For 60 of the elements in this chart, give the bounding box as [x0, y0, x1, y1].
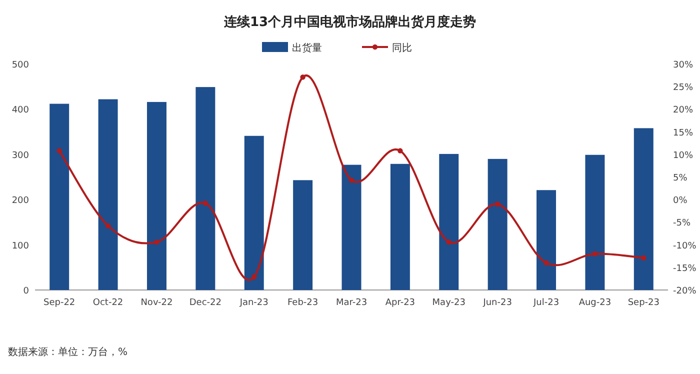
point — [252, 274, 257, 280]
bar — [634, 128, 654, 290]
y2-tick-label: 0% — [673, 196, 688, 206]
y2-tick-label: 15% — [673, 128, 694, 138]
point — [154, 239, 160, 245]
bar — [342, 164, 362, 290]
point — [592, 251, 598, 256]
legend-label: 出货量 — [292, 42, 322, 54]
y2-tick-label: 30% — [673, 60, 694, 70]
bar — [293, 180, 313, 290]
bar — [50, 104, 70, 290]
x-tick-label: Oct-22 — [92, 298, 124, 308]
point — [202, 200, 208, 206]
y2-tick-label: 5% — [673, 174, 688, 184]
y2-tick-label: -20% — [673, 286, 697, 296]
y2-tick-label: -10% — [673, 241, 697, 252]
y-tick-label: 300 — [12, 150, 30, 161]
bar — [439, 154, 459, 290]
y2-tick-label: -15% — [673, 264, 697, 274]
bar — [146, 102, 166, 290]
y2-tick-label: 25% — [673, 83, 694, 94]
y2-tick-label: 20% — [673, 106, 694, 116]
point — [348, 178, 354, 183]
bar — [585, 154, 605, 290]
bar — [488, 158, 508, 290]
point — [494, 202, 500, 207]
point — [300, 74, 306, 80]
y2-tick-label: 10% — [673, 150, 694, 161]
x-tick-label: Jan-23 — [238, 298, 268, 308]
point — [105, 223, 111, 228]
y2-tick-label: -5% — [673, 218, 691, 229]
x-tick-label: May-23 — [432, 298, 466, 308]
bar — [536, 190, 556, 290]
y-tick-label: 100 — [12, 241, 30, 252]
source-note: 数据来源：单位：万台，% — [8, 346, 128, 358]
point — [56, 148, 62, 154]
point — [544, 260, 549, 266]
x-tick-label: Jun-23 — [482, 298, 512, 308]
x-tick-label: Sep-22 — [44, 298, 76, 308]
x-tick-label: Jul-23 — [532, 298, 560, 308]
x-tick-label: Dec-22 — [189, 298, 222, 308]
point — [641, 255, 646, 261]
bar — [196, 87, 216, 290]
y-tick-label: 200 — [12, 196, 30, 206]
x-tick-label: Nov-22 — [140, 298, 173, 308]
bar — [244, 136, 264, 290]
bar — [390, 164, 410, 290]
chart-title: 连续13个月中国电视市场品牌出货月度走势 — [222, 14, 476, 30]
point — [398, 148, 403, 154]
x-tick-label: Mar-23 — [336, 298, 368, 308]
x-tick-label: Aug-23 — [578, 298, 612, 308]
y-tick-label: 500 — [12, 60, 30, 70]
y-tick-label: 0 — [23, 286, 30, 296]
x-tick-label: Sep-23 — [628, 298, 660, 308]
bar — [98, 99, 118, 290]
y-tick-label: 400 — [12, 106, 30, 116]
point — [446, 239, 452, 245]
x-tick-label: Feb-23 — [287, 298, 318, 308]
legend-label: 同比 — [392, 42, 412, 54]
x-tick-label: Apr-23 — [385, 298, 416, 308]
